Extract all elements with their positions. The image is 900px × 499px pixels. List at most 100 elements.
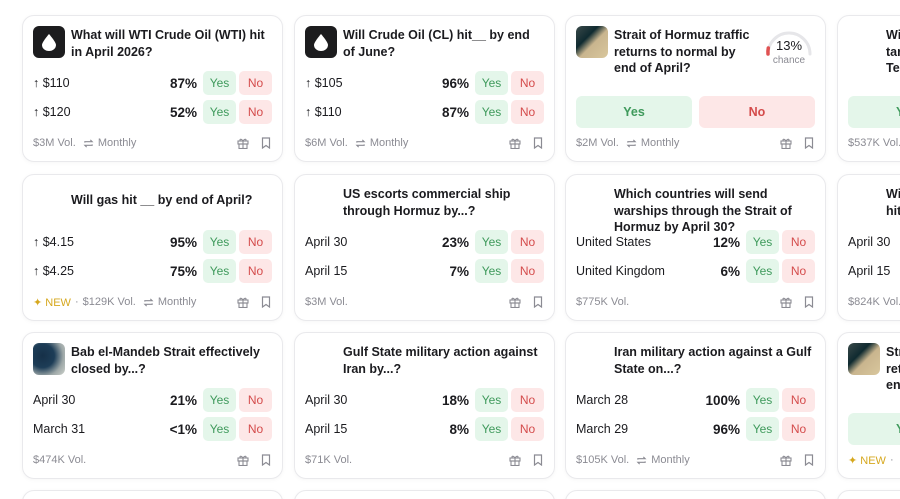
bookmark-icon[interactable] xyxy=(532,137,544,149)
market-card[interactable]: Iran military action against a Gulf Stat… xyxy=(565,332,826,479)
no-button[interactable]: No xyxy=(239,388,272,412)
outcome-percent: 75% xyxy=(169,263,197,279)
market-title[interactable]: What will WTI Crude Oil (WTI) hit in Apr… xyxy=(71,28,265,59)
repeat-icon xyxy=(83,138,94,148)
yes-button[interactable]: Yes xyxy=(475,230,508,254)
bookmark-icon[interactable] xyxy=(260,137,272,149)
market-title[interactable]: US escorts commercial ship through Hormu… xyxy=(343,187,511,218)
gift-icon[interactable] xyxy=(237,296,249,308)
no-button[interactable]: No xyxy=(239,230,272,254)
yes-button[interactable]: Yes xyxy=(576,96,692,128)
gift-icon[interactable] xyxy=(780,296,792,308)
gift-icon[interactable] xyxy=(237,137,249,149)
gift-icon[interactable] xyxy=(780,137,792,149)
yes-button[interactable]: Yes xyxy=(475,259,508,283)
new-badge: ✦ NEW xyxy=(848,454,886,467)
gift-icon[interactable] xyxy=(509,454,521,466)
market-card[interactable]: Will Crude Oil (CL) hit__ by end of June… xyxy=(294,15,555,162)
no-button[interactable]: No xyxy=(511,259,544,283)
bookmark-icon[interactable] xyxy=(803,454,815,466)
no-button[interactable]: No xyxy=(511,100,544,124)
market-card-partial[interactable]: Wi tar Te Y $537K Vol. xyxy=(837,15,900,162)
yes-button[interactable]: Yes xyxy=(746,417,779,441)
market-card[interactable]: Will gas hit __ by end of April? ↑ $4.15… xyxy=(22,174,283,321)
yes-button[interactable]: Y xyxy=(848,96,900,128)
yes-button[interactable]: Yes xyxy=(475,388,508,412)
bookmark-icon[interactable] xyxy=(803,137,815,149)
bookmark-icon[interactable] xyxy=(532,454,544,466)
market-card[interactable]: Which countries will send warships throu… xyxy=(565,174,826,321)
no-button[interactable]: No xyxy=(511,230,544,254)
card-footer: $71K Vol. xyxy=(305,452,544,468)
no-button[interactable]: No xyxy=(239,417,272,441)
market-card[interactable]: Gulf State military action against Iran … xyxy=(294,332,555,479)
bookmark-icon[interactable] xyxy=(532,296,544,308)
gift-icon[interactable] xyxy=(780,454,792,466)
bookmark-icon[interactable] xyxy=(260,454,272,466)
no-button[interactable]: No xyxy=(782,259,815,283)
gift-icon[interactable] xyxy=(509,137,521,149)
outcome-label: April 15 xyxy=(305,422,348,436)
market-card[interactable] xyxy=(837,490,900,499)
recurrence: Monthly xyxy=(83,137,136,149)
volume: $824K Vol. xyxy=(848,296,900,308)
gift-icon[interactable] xyxy=(509,296,521,308)
no-button[interactable]: No xyxy=(782,417,815,441)
outcome-label: ↑ $4.25 xyxy=(33,264,75,278)
yes-button[interactable]: Yes xyxy=(203,259,236,283)
yes-button[interactable]: Yes xyxy=(746,388,779,412)
card-footer: $824K Vol. xyxy=(848,294,900,310)
outcome-percent: 7% xyxy=(449,263,469,279)
yes-button[interactable]: Yes xyxy=(203,417,236,441)
yes-button[interactable]: Yes xyxy=(475,417,508,441)
market-card[interactable]: What will WTI Crude Oil (WTI) hit in Apr… xyxy=(22,15,283,162)
outcome-label: ↑ $110 xyxy=(33,76,70,90)
market-title[interactable]: Strait of Hormuz traffic returns to norm… xyxy=(614,28,750,75)
no-button[interactable]: No xyxy=(239,259,272,283)
market-card[interactable] xyxy=(22,490,283,499)
no-button[interactable]: No xyxy=(239,71,272,95)
market-title[interactable]: Iran military action against a Gulf Stat… xyxy=(614,345,812,376)
market-card[interactable] xyxy=(294,490,555,499)
yes-button[interactable]: Yes xyxy=(203,388,236,412)
market-title[interactable]: Will Crude Oil (CL) hit__ by end of June… xyxy=(343,28,530,59)
outcome-row: April 15 7% Yes No xyxy=(305,259,544,283)
market-card[interactable]: Strait of Hormuz traffic returns to norm… xyxy=(565,15,826,162)
bookmark-icon[interactable] xyxy=(803,296,815,308)
yes-button[interactable]: Yes xyxy=(746,259,779,283)
outcome-row: United States 12% Yes No xyxy=(576,230,815,254)
yes-button[interactable]: Yes xyxy=(203,230,236,254)
market-title[interactable]: Wi hit xyxy=(886,187,900,218)
outcome-percent: 23% xyxy=(441,234,469,250)
no-button[interactable]: No xyxy=(699,96,815,128)
market-title[interactable]: Gulf State military action against Iran … xyxy=(343,345,538,376)
market-title[interactable]: Str ret en xyxy=(886,345,900,392)
market-title[interactable]: Will gas hit __ by end of April? xyxy=(71,193,253,207)
no-button[interactable]: No xyxy=(239,100,272,124)
market-card[interactable] xyxy=(565,490,826,499)
bookmark-icon[interactable] xyxy=(260,296,272,308)
outcome-label: ↑ $4.15 xyxy=(33,235,75,249)
no-button[interactable]: No xyxy=(511,71,544,95)
yes-button[interactable]: Yes xyxy=(475,100,508,124)
yes-button[interactable]: Yes xyxy=(475,71,508,95)
market-card-partial[interactable]: Str ret en Y ✦ NEW · xyxy=(837,332,900,479)
market-title[interactable]: Which countries will send warships throu… xyxy=(614,187,792,234)
yes-button[interactable]: Yes xyxy=(746,230,779,254)
card-footer: $537K Vol. xyxy=(848,135,900,151)
yes-button[interactable]: Yes xyxy=(203,71,236,95)
card-footer: $2M Vol. Monthly xyxy=(576,135,815,151)
market-card[interactable]: Bab el-Mandeb Strait effectively closed … xyxy=(22,332,283,479)
market-title[interactable]: Bab el-Mandeb Strait effectively closed … xyxy=(71,345,260,376)
no-button[interactable]: No xyxy=(782,230,815,254)
market-card[interactable]: US escorts commercial ship through Hormu… xyxy=(294,174,555,321)
yes-button[interactable]: Yes xyxy=(203,100,236,124)
no-button[interactable]: No xyxy=(782,388,815,412)
gift-icon[interactable] xyxy=(237,454,249,466)
no-button[interactable]: No xyxy=(511,417,544,441)
market-card-partial[interactable]: Wi hit April 30 April 15 $824K Vol. xyxy=(837,174,900,321)
card-footer: $105K Vol. Monthly xyxy=(576,452,815,468)
no-button[interactable]: No xyxy=(511,388,544,412)
market-title[interactable]: Wi tar Te xyxy=(886,28,900,75)
yes-button[interactable]: Y xyxy=(848,413,900,445)
